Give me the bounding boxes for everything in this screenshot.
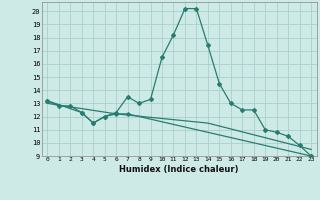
X-axis label: Humidex (Indice chaleur): Humidex (Indice chaleur)	[119, 165, 239, 174]
